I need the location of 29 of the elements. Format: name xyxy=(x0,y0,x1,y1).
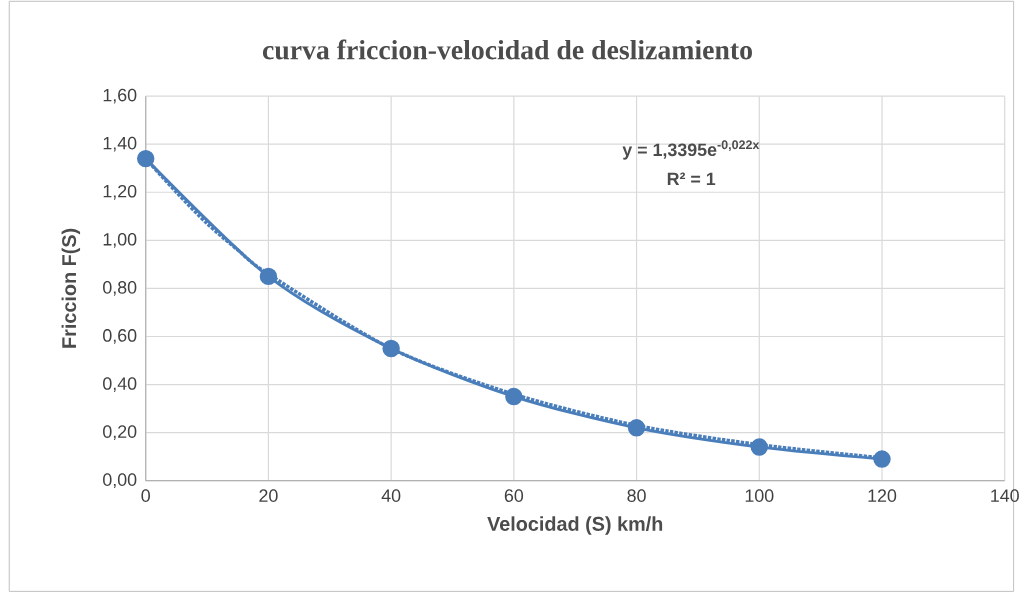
y-tick-label: 0,40 xyxy=(103,377,137,393)
x-tick-label: 20 xyxy=(259,489,278,503)
point xyxy=(382,339,400,358)
x-tick-label: 140 xyxy=(991,489,1019,503)
x-tick-label: 120 xyxy=(868,489,897,503)
point xyxy=(627,419,646,437)
x-tick-label: 0 xyxy=(141,489,150,503)
point xyxy=(259,267,278,286)
x-tick-label: 100 xyxy=(745,489,774,503)
y-tick-label: 0,80 xyxy=(103,281,137,296)
y-tick-label: 1,40 xyxy=(103,136,137,152)
point xyxy=(873,450,891,468)
point xyxy=(136,150,155,168)
y-axis-title: Friccion F(S) xyxy=(61,228,81,348)
y-tick-label: 0,60 xyxy=(103,329,137,344)
x-tick-label: 80 xyxy=(627,489,646,503)
annotation: R² = 1 xyxy=(667,172,716,186)
y-tick-label: 0,20 xyxy=(103,425,137,441)
point xyxy=(750,438,769,456)
x-tick-label: 60 xyxy=(504,489,524,503)
x-tick-label: 40 xyxy=(381,489,401,503)
annotation: y = 1,3395e$^{-0,022x}$ xyxy=(622,140,760,160)
x-axis-title: Velocidad (S) km/h xyxy=(487,516,663,535)
y-tick-label: 0,00 xyxy=(103,473,137,489)
y-tick-label: 1,60 xyxy=(103,88,137,104)
y-tick-label: 1,00 xyxy=(103,233,137,248)
y-tick-label: 1,20 xyxy=(103,185,137,200)
point xyxy=(505,387,523,406)
chart-title: curva friccion-velocidad de deslizamiento xyxy=(262,39,752,60)
